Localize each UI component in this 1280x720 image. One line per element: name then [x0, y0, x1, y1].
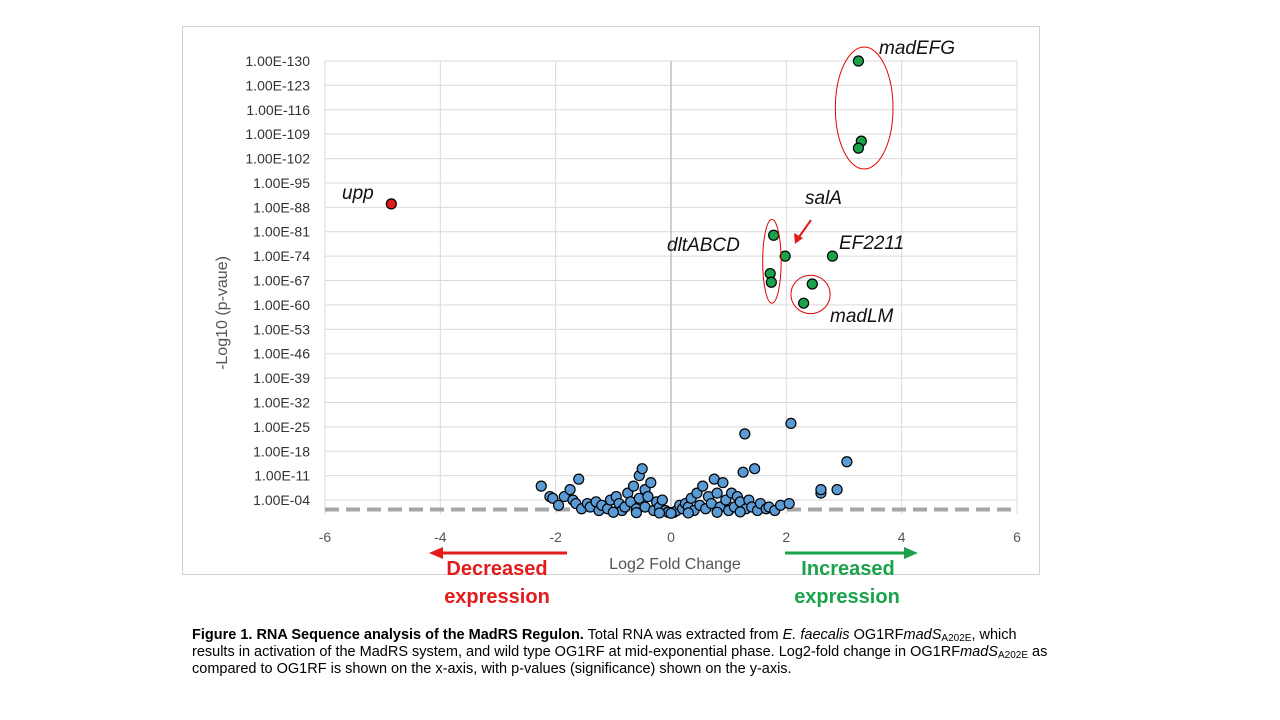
data-point-nonsig: [711, 506, 723, 518]
data-point-increased: [852, 55, 865, 67]
label-madLM: madLM: [830, 306, 894, 327]
data-point-nonsig: [642, 490, 654, 503]
data-point-decreased: [385, 198, 397, 210]
x-tick-label: -2: [549, 529, 562, 545]
data-point-increased: [779, 250, 791, 262]
y-tick-label: 1.00E-18: [253, 443, 310, 459]
caption-text-3: , which results in activation of the Mad…: [192, 627, 1017, 660]
y-tick-label: 1.00E-95: [253, 175, 310, 191]
salA-arrow: [794, 219, 812, 244]
x-tick-label: -4: [434, 529, 447, 545]
data-point-increased: [798, 297, 810, 309]
highlight-ellipses: [762, 46, 894, 315]
data-point-nonsig: [535, 480, 547, 492]
label-salA: salA: [805, 188, 842, 209]
data-point-nonsig: [717, 477, 729, 489]
label-EF2211: EF2211: [839, 233, 904, 254]
caption-gene-1: madS: [903, 627, 942, 643]
y-tick-label: 1.00E-123: [245, 77, 310, 93]
caption-text-4: as compared to OG1RF is shown on the x-a…: [192, 644, 1048, 677]
y-tick-label: 1.00E-67: [253, 273, 310, 289]
y-tick-label: 1.00E-88: [253, 199, 310, 215]
decreased-expression-line2: expression: [444, 586, 550, 608]
data-point-nonsig: [841, 456, 853, 468]
decreased-expression-line1: Decreased: [446, 558, 547, 576]
x-tick-label: 2: [782, 529, 790, 545]
data-point-nonsig: [815, 484, 827, 496]
y-tick-label: 1.00E-53: [253, 321, 310, 337]
data-point-increased: [806, 278, 818, 290]
y-tick-label: 1.00E-81: [253, 224, 310, 240]
data-point-nonsig: [630, 507, 642, 519]
x-tick-labels: -6 -4 -2 0 2 4 6: [319, 529, 1021, 545]
x-tick-label: -6: [319, 529, 332, 545]
y-tick-label: 1.00E-46: [253, 346, 310, 362]
data-point-nonsig: [607, 506, 619, 518]
data-points: [385, 55, 867, 519]
data-point-nonsig: [697, 480, 709, 492]
data-point-nonsig: [552, 499, 565, 511]
y-tick-label: 1.00E-130: [245, 53, 310, 69]
ellipse-madEFG: [834, 46, 894, 170]
label-dltABCD: dltABCD: [667, 235, 740, 256]
y-tick-label: 1.00E-116: [246, 102, 310, 118]
data-point-nonsig: [573, 473, 585, 485]
y-tick-label: 1.00E-60: [253, 297, 310, 313]
data-point-nonsig: [645, 477, 657, 489]
caption-sub-2: A202E: [997, 650, 1028, 661]
caption-text-2: OG1RF: [853, 627, 904, 643]
caption-text-1: Total RNA was extracted from: [583, 627, 783, 643]
figure-caption: Figure 1. RNA Sequence analysis of the M…: [192, 627, 1052, 678]
data-point-nonsig: [627, 480, 640, 492]
data-point-nonsig: [564, 484, 576, 496]
x-axis-title: Log2 Fold Change: [609, 556, 741, 573]
chart-frame: 1.00E-04 1.00E-11 1.00E-18 1.00E-25 1.00E-32…: [182, 26, 1040, 576]
ellipse-dltABCD: [762, 219, 782, 304]
volcano-plot: 1.00E-04 1.00E-11 1.00E-18 1.00E-25 1.00E-32…: [214, 38, 1021, 576]
caption-gene-2: madS: [960, 644, 998, 660]
y-axis-title: -Log10 (p-vaue): [214, 256, 231, 370]
y-tick-label: 1.00E-11: [254, 468, 310, 484]
data-point-increased: [765, 276, 777, 288]
data-point-nonsig: [785, 417, 797, 429]
decreased-arrow: [429, 547, 567, 559]
data-point-nonsig: [739, 428, 751, 440]
data-point-nonsig: [653, 507, 666, 519]
increased-expression-line1: Increased: [801, 558, 894, 576]
data-point-nonsig: [749, 463, 761, 475]
data-point-increased: [852, 142, 865, 154]
data-point-nonsig: [783, 497, 795, 510]
increased-arrow: [785, 547, 918, 559]
grid: [324, 60, 1018, 514]
y-tick-label: 1.00E-109: [245, 126, 310, 142]
data-point-nonsig: [734, 506, 746, 518]
data-point-increased: [826, 250, 839, 262]
data-point-nonsig: [711, 487, 723, 499]
label-madEFG: madEFG: [879, 38, 955, 59]
ellipse-madLM: [790, 274, 831, 315]
x-tick-label: 4: [898, 529, 906, 545]
data-point-nonsig: [682, 507, 694, 519]
y-tick-labels: 1.00E-04 1.00E-11 1.00E-18 1.00E-25 1.00E-32…: [245, 53, 310, 508]
caption-species: E. faecalis: [782, 627, 850, 643]
data-point-nonsig: [737, 466, 749, 478]
y-tick-label: 1.00E-25: [253, 419, 310, 435]
data-point-increased: [768, 229, 780, 241]
data-point-nonsig: [665, 507, 677, 519]
data-point-nonsig: [831, 484, 843, 496]
x-tick-label: 0: [667, 529, 675, 545]
x-tick-label: 6: [1013, 529, 1021, 545]
y-tick-label: 1.00E-32: [253, 394, 310, 410]
data-point-nonsig: [656, 494, 668, 506]
increased-expression-line2: expression: [794, 586, 900, 608]
y-tick-label: 1.00E-04: [253, 492, 310, 508]
data-point-nonsig: [636, 463, 648, 475]
caption-sub-1: A202E: [941, 633, 972, 644]
y-tick-label: 1.00E-39: [253, 370, 310, 386]
y-tick-label: 1.00E-74: [253, 248, 310, 264]
caption-title: Figure 1. RNA Sequence analysis of the M…: [192, 627, 584, 643]
y-tick-label: 1.00E-102: [245, 151, 310, 167]
label-upp: upp: [342, 183, 374, 204]
